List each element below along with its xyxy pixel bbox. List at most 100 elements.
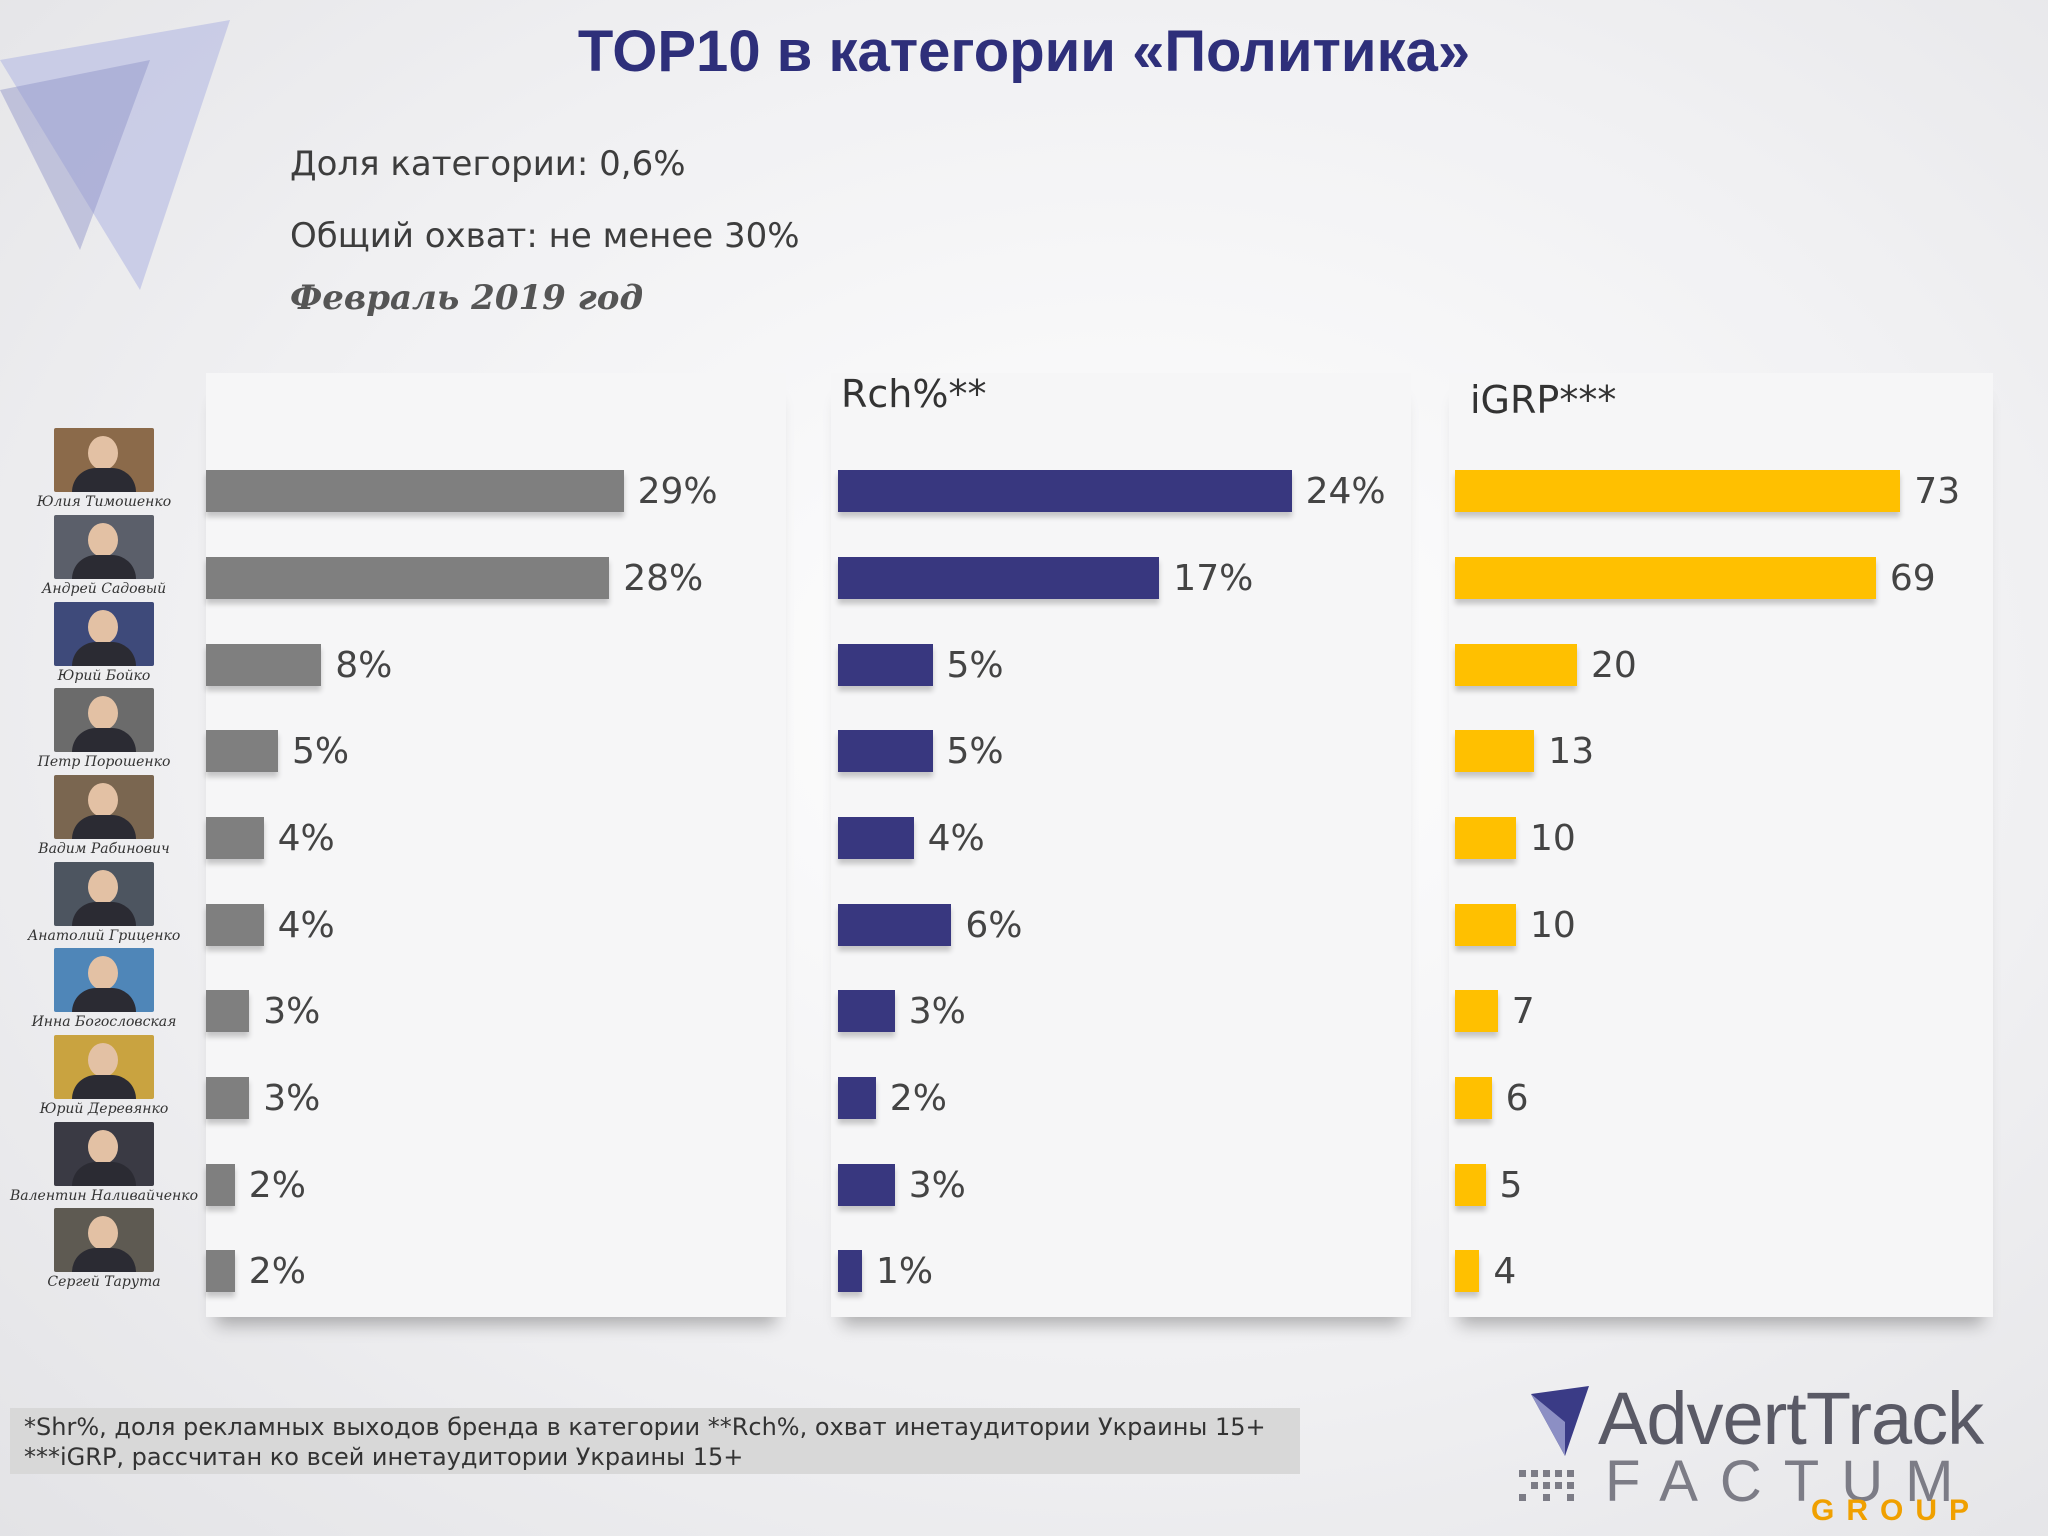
rch-bar <box>838 1077 876 1119</box>
person-photo <box>54 602 154 666</box>
shr-value-label: 4% <box>277 905 335 946</box>
footnote: *Shr%, доля рекламных выходов бренда в к… <box>10 1408 1300 1474</box>
shr-value-label: 2% <box>248 1251 306 1292</box>
igrp-value-label: 73 <box>1914 471 1961 512</box>
rch-bar <box>838 730 933 772</box>
person-photo <box>54 688 154 752</box>
igrp-bar <box>1455 904 1516 946</box>
logo-mark-icon <box>1531 1386 1589 1456</box>
rch-value-label: 5% <box>946 645 1004 686</box>
igrp-panel <box>1449 373 1993 1317</box>
person-photo <box>54 1122 154 1186</box>
person-row-label: Анатолий Гриценко <box>4 862 204 944</box>
shr-bar <box>206 990 250 1032</box>
person-name: Юлия Тимошенко <box>36 494 172 510</box>
person-row-label: Петр Порошенко <box>4 688 204 770</box>
person-row-label: Андрей Садовый <box>4 515 204 597</box>
shr-bar <box>206 1077 250 1119</box>
igrp-value-label: 5 <box>1499 1165 1523 1206</box>
person-name: Андрей Садовый <box>41 581 167 597</box>
igrp-bar <box>1455 1250 1480 1292</box>
logo-text-adverttrack: AdvertTrack <box>1598 1377 1984 1460</box>
person-name: Вадим Рабинович <box>38 841 170 857</box>
igrp-value-label: 10 <box>1530 818 1576 859</box>
person-photo <box>54 515 154 579</box>
rch-bar <box>838 817 914 859</box>
rch-bar <box>838 904 952 946</box>
rch-value-label: 1% <box>876 1251 934 1292</box>
rch-value-label: 3% <box>908 991 966 1032</box>
person-name: Петр Порошенко <box>37 754 171 770</box>
logo-text-factum: FACTUM <box>1605 1449 1976 1514</box>
person-row-label: Инна Богословская <box>4 948 204 1030</box>
igrp-bar <box>1455 470 1901 512</box>
rch-value-label: 5% <box>946 731 1004 772</box>
rch-value-label: 24% <box>1305 471 1386 512</box>
igrp-value-label: 13 <box>1548 731 1595 772</box>
shr-value-label: 3% <box>263 1078 321 1119</box>
rch-panel-title: Rch%** <box>841 372 987 416</box>
period-text: Февраль 2019 год <box>290 278 644 318</box>
shr-value-label: 5% <box>292 731 350 772</box>
rch-bar <box>838 990 895 1032</box>
igrp-value-label: 6 <box>1505 1078 1529 1119</box>
person-name: Анатолий Гриценко <box>27 928 181 944</box>
shr-value-label: 4% <box>277 818 335 859</box>
rch-bar <box>838 1164 895 1206</box>
igrp-bar <box>1455 990 1498 1032</box>
igrp-bar <box>1455 817 1516 859</box>
rch-value-label: 3% <box>908 1165 966 1206</box>
rch-bar <box>838 470 1292 512</box>
person-photo <box>54 862 154 926</box>
igrp-bar <box>1455 644 1577 686</box>
rch-bar <box>838 1250 862 1292</box>
igrp-value-label: 20 <box>1591 645 1637 686</box>
total-reach-text: Общий охват: не менее 30% <box>290 216 800 256</box>
shr-value-label: 28% <box>623 558 704 599</box>
person-row-label: Вадим Рабинович <box>4 775 204 857</box>
footnote-line-1: *Shr%, доля рекламных выходов бренда в к… <box>24 1413 1266 1441</box>
person-row-label: Сергей Тарута <box>4 1208 204 1290</box>
igrp-bar <box>1455 557 1876 599</box>
footnote-line-2: ***iGRP, рассчитан ко всей инетаудитории… <box>24 1443 744 1471</box>
person-name: Инна Богословская <box>31 1014 177 1030</box>
igrp-value-label: 4 <box>1493 1251 1517 1292</box>
shr-bar <box>206 817 264 859</box>
shr-value-label: 2% <box>248 1165 306 1206</box>
person-photo <box>54 948 154 1012</box>
rch-value-label: 6% <box>965 905 1023 946</box>
rch-bar <box>838 557 1160 599</box>
shr-bar <box>206 644 322 686</box>
person-name: Валентин Наливайченко <box>9 1188 199 1204</box>
person-name: Юрий Деревянко <box>39 1101 169 1117</box>
igrp-bar <box>1455 1164 1486 1206</box>
page-title: TOP10 в категории «Политика» <box>577 19 1471 84</box>
rch-value-label: 17% <box>1173 558 1254 599</box>
logo-dots-icon <box>1519 1470 1574 1501</box>
igrp-value-label: 69 <box>1889 558 1936 599</box>
shr-panel <box>206 373 786 1317</box>
shr-bar <box>206 1250 235 1292</box>
rch-value-label: 4% <box>927 818 985 859</box>
shr-bar <box>206 557 610 599</box>
rch-value-label: 2% <box>889 1078 947 1119</box>
category-share-text: Доля категории: 0,6% <box>290 144 686 184</box>
person-photo <box>54 1208 154 1272</box>
rch-bar <box>838 644 933 686</box>
decorative-triangles <box>0 20 230 290</box>
igrp-bar <box>1455 730 1535 772</box>
shr-bar <box>206 904 264 946</box>
company-logo: AdvertTrack FACTUM GROUP <box>1515 1370 2015 1530</box>
person-row-label: Валентин Наливайченко <box>4 1122 204 1204</box>
shr-value-label: 29% <box>637 471 718 512</box>
person-name: Сергей Тарута <box>47 1274 161 1290</box>
igrp-value-label: 7 <box>1511 991 1535 1032</box>
person-name: Юрий Бойко <box>57 668 151 684</box>
igrp-bar <box>1455 1077 1492 1119</box>
shr-value-label: 3% <box>263 991 321 1032</box>
person-row-label: Юлия Тимошенко <box>4 428 204 510</box>
shr-bar <box>206 1164 235 1206</box>
person-row-label: Юрий Деревянко <box>4 1035 204 1117</box>
igrp-value-label: 10 <box>1530 905 1576 946</box>
person-row-label: Юрий Бойко <box>4 602 204 684</box>
